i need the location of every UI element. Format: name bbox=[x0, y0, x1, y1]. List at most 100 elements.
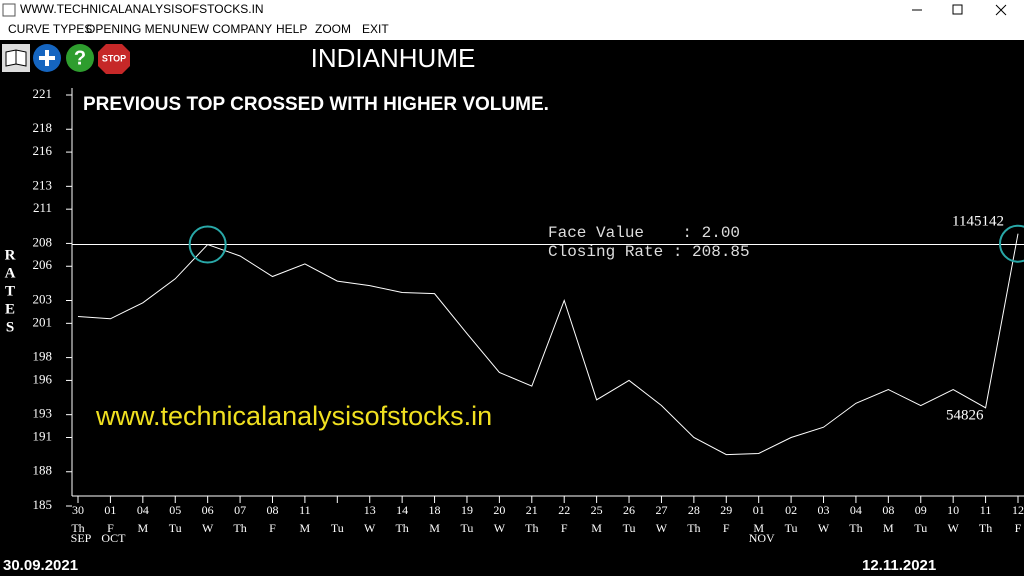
face-value: Face Value : 2.00 bbox=[548, 224, 740, 242]
weekday-label: Th bbox=[849, 521, 862, 535]
x-tick-label: 03 bbox=[818, 503, 830, 517]
weekday-label: M bbox=[591, 521, 602, 535]
weekday-label: M bbox=[429, 521, 440, 535]
y-tick-label: 198 bbox=[33, 349, 53, 364]
y-tick-label: 191 bbox=[33, 428, 53, 443]
book-icon bbox=[5, 49, 27, 67]
x-tick-label: 19 bbox=[461, 503, 473, 517]
y-axis-label: T bbox=[5, 283, 15, 299]
menu-item[interactable]: OPENING MENU bbox=[86, 22, 180, 36]
weekday-label: Tu bbox=[914, 521, 927, 535]
weekday-label: Tu bbox=[461, 521, 474, 535]
weekday-label: W bbox=[494, 521, 506, 535]
menu-item[interactable]: ZOOM bbox=[315, 22, 351, 36]
x-tick-label: 05 bbox=[169, 503, 181, 517]
weekday-label: M bbox=[137, 521, 148, 535]
weekday-label: Tu bbox=[785, 521, 798, 535]
x-tick-label: 29 bbox=[720, 503, 732, 517]
weekday-label: Tu bbox=[331, 521, 344, 535]
title-bar bbox=[0, 0, 1024, 40]
x-tick-label: 01 bbox=[753, 503, 765, 517]
x-tick-label: 12 bbox=[1012, 503, 1024, 517]
weekday-label: W bbox=[948, 521, 960, 535]
y-axis-label: R bbox=[5, 247, 16, 263]
weekday-label: Tu bbox=[623, 521, 636, 535]
maximize-button[interactable] bbox=[952, 4, 963, 15]
x-tick-label: 04 bbox=[850, 503, 862, 517]
x-tick-label: 11 bbox=[299, 503, 311, 517]
window-title: WWW.TECHNICALANALYSISOFSTOCKS.IN bbox=[20, 2, 264, 16]
weekday-label: Th bbox=[395, 521, 408, 535]
x-tick-label: 26 bbox=[623, 503, 635, 517]
x-tick-label: 08 bbox=[882, 503, 894, 517]
y-tick-label: 208 bbox=[33, 234, 53, 249]
y-tick-label: 206 bbox=[33, 257, 53, 272]
weekday-label: Th bbox=[687, 521, 700, 535]
weekday-label: Th bbox=[233, 521, 246, 535]
headline: PREVIOUS TOP CROSSED WITH HIGHER VOLUME. bbox=[83, 94, 549, 115]
weekday-label: W bbox=[656, 521, 668, 535]
y-tick-label: 221 bbox=[33, 86, 53, 101]
y-tick-label: 203 bbox=[33, 291, 53, 306]
x-tick-label: 07 bbox=[234, 503, 246, 517]
highlight-circle bbox=[188, 225, 227, 264]
month-label: OCT bbox=[101, 531, 126, 545]
close-button[interactable] bbox=[995, 4, 1007, 16]
weekday-label: W bbox=[202, 521, 214, 535]
weekday-label: Th bbox=[71, 521, 84, 535]
month-label: SEP bbox=[71, 531, 92, 545]
x-tick-label: 04 bbox=[137, 503, 149, 517]
x-tick-label: 28 bbox=[688, 503, 700, 517]
chart-title: INDIANHUME bbox=[311, 43, 476, 73]
weekday-label: F bbox=[1015, 521, 1022, 535]
weekday-label: Th bbox=[979, 521, 992, 535]
weekday-label: F bbox=[723, 521, 730, 535]
stop-label: STOP bbox=[102, 53, 126, 63]
x-tick-label: 20 bbox=[493, 503, 505, 517]
month-label: NOV bbox=[749, 531, 775, 545]
x-tick-label: 06 bbox=[202, 503, 214, 517]
weekday-label: Tu bbox=[169, 521, 182, 535]
end-date: 12.11.2021 bbox=[862, 557, 936, 574]
x-tick-label: 09 bbox=[915, 503, 927, 517]
weekday-label: M bbox=[753, 521, 764, 535]
x-tick-label: 14 bbox=[396, 503, 408, 517]
weekday-label: F bbox=[269, 521, 276, 535]
y-tick-label: 196 bbox=[33, 371, 53, 386]
x-tick-label: 21 bbox=[526, 503, 538, 517]
menu-item[interactable]: CURVE TYPES bbox=[8, 22, 92, 36]
weekday-label: F bbox=[107, 521, 114, 535]
menu-item[interactable]: NEW COMPANY bbox=[181, 22, 272, 36]
weekday-label: F bbox=[561, 521, 568, 535]
menu-item[interactable]: HELP bbox=[276, 22, 307, 36]
help-icon: ? bbox=[74, 47, 86, 69]
volume-label: 54826 bbox=[946, 407, 984, 423]
y-tick-label: 185 bbox=[33, 497, 53, 512]
y-tick-label: 216 bbox=[33, 143, 53, 158]
y-tick-label: 188 bbox=[33, 463, 53, 478]
help-button[interactable] bbox=[66, 44, 94, 72]
x-tick-label: 30 bbox=[72, 503, 84, 517]
x-tick-label: 10 bbox=[947, 503, 959, 517]
y-axis-label: A bbox=[5, 265, 16, 281]
y-tick-label: 201 bbox=[33, 314, 53, 329]
x-tick-label: 27 bbox=[655, 503, 667, 517]
menu-item[interactable]: EXIT bbox=[362, 22, 389, 36]
chart-area bbox=[0, 40, 1024, 576]
price-line bbox=[77, 233, 1019, 456]
toolbar: ? STOP bbox=[2, 44, 130, 74]
app-icon bbox=[2, 3, 16, 17]
stop-button[interactable] bbox=[98, 44, 130, 74]
weekday-label: M bbox=[300, 521, 311, 535]
x-tick-label: 08 bbox=[266, 503, 278, 517]
x-tick-label: 02 bbox=[785, 503, 797, 517]
x-tick-label: 22 bbox=[558, 503, 570, 517]
y-tick-label: 213 bbox=[33, 177, 53, 192]
highlight-circle bbox=[999, 224, 1024, 263]
y-tick-label: 193 bbox=[33, 406, 53, 421]
y-axis-label: E bbox=[5, 301, 15, 317]
x-tick-label: 18 bbox=[429, 503, 441, 517]
y-tick-label: 211 bbox=[33, 200, 52, 215]
x-tick-label: 11 bbox=[980, 503, 992, 517]
